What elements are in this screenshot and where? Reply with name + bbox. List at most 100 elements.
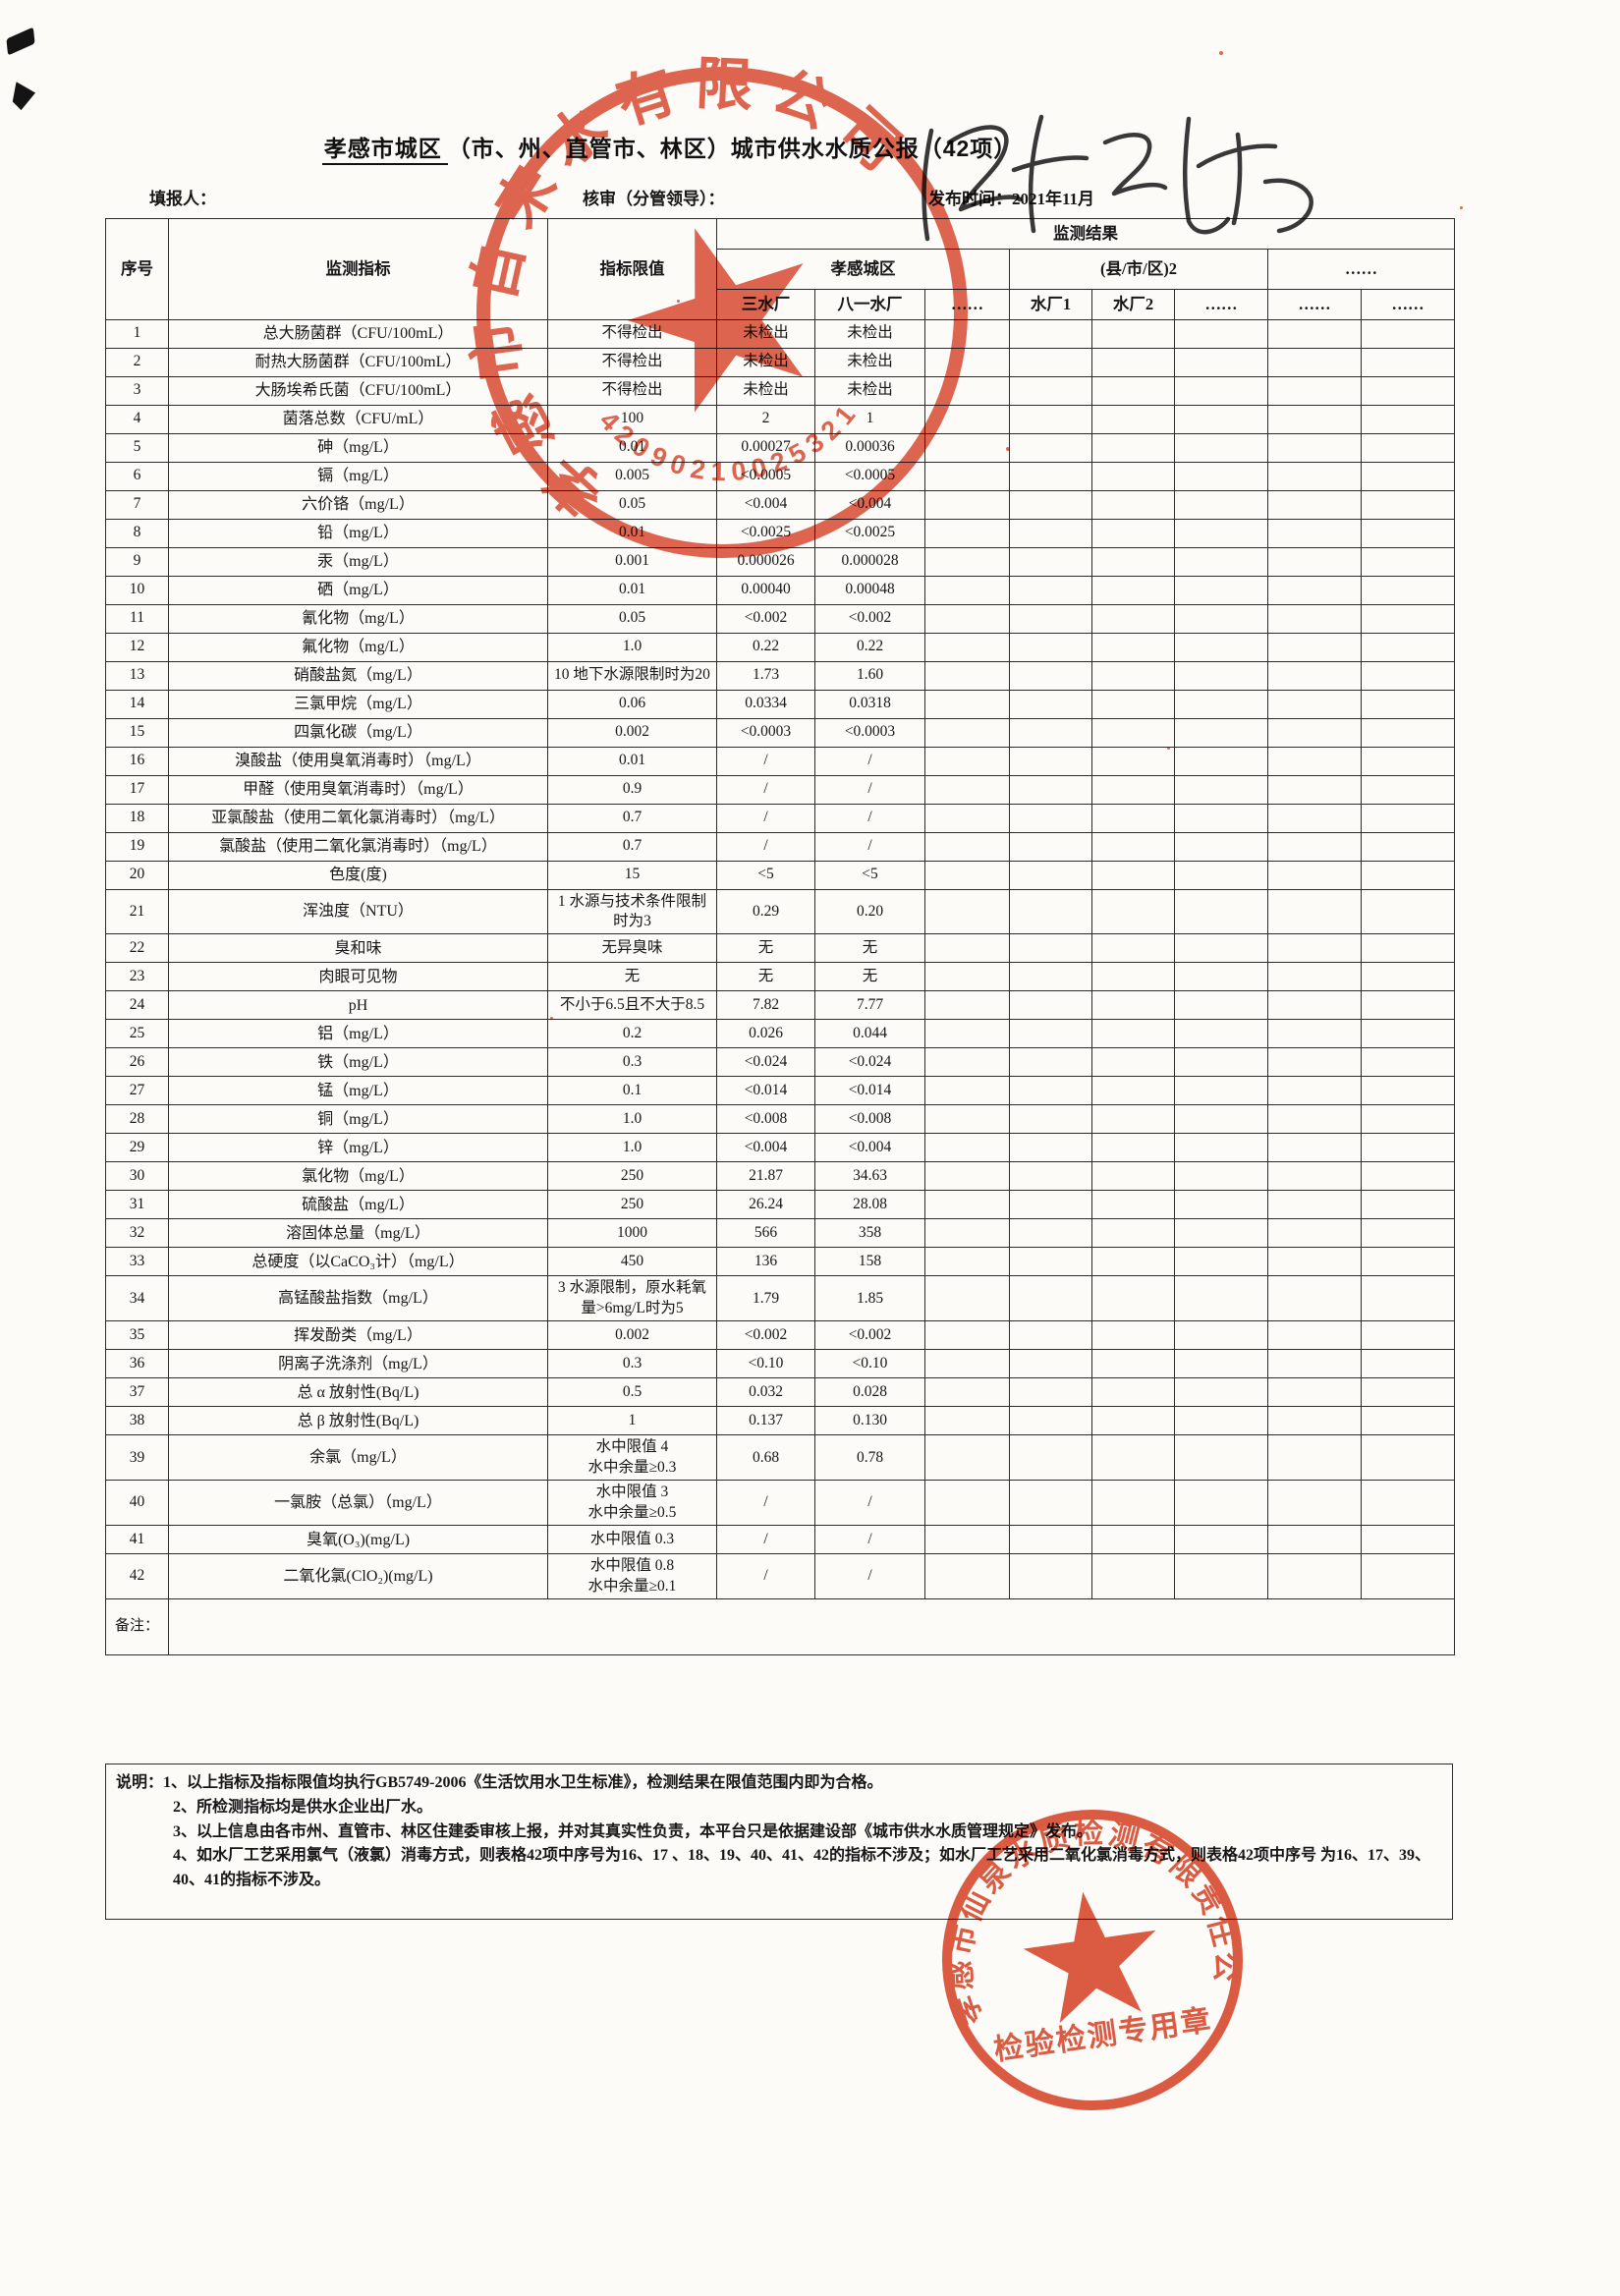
- empty-cell: [1174, 1377, 1268, 1408]
- row-number: 42: [105, 1553, 169, 1600]
- empty-cell: [924, 962, 1010, 992]
- empty-cell: [1361, 1047, 1455, 1078]
- limit-value: 450: [547, 1247, 717, 1277]
- indicator-name: 总 α 放射性(Bq/L): [168, 1377, 548, 1408]
- empty-cell: [1009, 1480, 1092, 1527]
- result-plant1: <0.002: [716, 603, 815, 634]
- limit-value: 0.01: [547, 432, 717, 463]
- empty-cell: [1009, 575, 1092, 605]
- empty-cell: [1267, 1349, 1362, 1379]
- indicator-name: 硫酸盐（mg/L）: [168, 1190, 548, 1220]
- result-plant1: 0.00027: [716, 432, 815, 463]
- indicator-name: 甲醛（使用臭氧消毒时）（mg/L）: [168, 774, 548, 805]
- empty-cell: [1091, 1480, 1175, 1527]
- empty-cell: [1174, 1247, 1268, 1277]
- empty-cell: [1267, 831, 1362, 862]
- empty-cell: [1091, 1349, 1175, 1379]
- note-line: 2、所检测指标均是供水企业出厂水。: [173, 1798, 433, 1816]
- empty-cell: [1267, 1275, 1362, 1322]
- row-number: 10: [105, 575, 169, 605]
- empty-cell: [1361, 1161, 1455, 1192]
- indicator-name: 铁（mg/L）: [168, 1047, 548, 1078]
- scan-speckle: [1460, 206, 1463, 209]
- empty-cell: [1361, 546, 1455, 577]
- empty-cell: [1361, 1275, 1455, 1322]
- filler-label: 填报人：: [149, 190, 216, 208]
- empty-cell: [924, 1161, 1010, 1192]
- row-number: 39: [105, 1434, 169, 1482]
- empty-cell: [1009, 1047, 1092, 1078]
- empty-cell: [1091, 375, 1175, 406]
- result-plant2: /: [814, 746, 925, 776]
- row-number: 1: [105, 318, 169, 349]
- table-row: 17 甲醛（使用臭氧消毒时）（mg/L） 0.9//: [105, 774, 1455, 805]
- empty-cell: [1361, 1349, 1455, 1379]
- empty-cell: [924, 546, 1010, 577]
- empty-cell: [1091, 1047, 1175, 1078]
- empty-cell: [1267, 1104, 1362, 1135]
- empty-cell: [1267, 603, 1362, 634]
- empty-cell: [1267, 1019, 1362, 1049]
- empty-cell: [924, 575, 1010, 605]
- empty-cell: [1009, 1019, 1092, 1049]
- empty-cell: [1174, 575, 1268, 605]
- row-number: 6: [105, 461, 169, 491]
- empty-cell: [1267, 1047, 1362, 1078]
- empty-cell: [1091, 774, 1175, 805]
- empty-cell: [1009, 1406, 1092, 1436]
- empty-cell: [1091, 1076, 1175, 1106]
- reviewer-signature: [922, 114, 1313, 242]
- empty-cell: [1174, 746, 1268, 776]
- empty-cell: [1174, 962, 1268, 992]
- empty-cell: [924, 746, 1010, 776]
- row-number: 3: [105, 375, 169, 406]
- result-plant1: /: [716, 1553, 815, 1600]
- table-row: 34 高锰酸盐指数（mg/L） 3 水源限制，原水耗氧量>6mg/L时为5 1.79 1…: [105, 1275, 1455, 1322]
- limit-value: 不得检出: [547, 318, 717, 349]
- empty-cell: [1009, 432, 1092, 463]
- empty-cell: [924, 1076, 1010, 1106]
- empty-cell: [1267, 1377, 1362, 1408]
- empty-cell: [1174, 888, 1268, 935]
- note-line: 说明：1、以上指标及指标限值均执行GB5749-2006《生活饮用水卫生标准》，…: [116, 1771, 1442, 1796]
- row-number: 20: [105, 860, 169, 890]
- scan-artifact: [9, 82, 37, 113]
- indicator-name: 亚氯酸盐（使用二氧化氯消毒时）（mg/L）: [168, 803, 548, 833]
- result-plant1: <0.002: [716, 1320, 815, 1351]
- empty-cell: [924, 774, 1010, 805]
- empty-cell: [1174, 546, 1268, 577]
- empty-cell: [924, 933, 1010, 964]
- indicator-name: 浑浊度（NTU）: [168, 888, 548, 935]
- empty-cell: [1267, 746, 1362, 776]
- table-row: 15 四氯化碳（mg/L） 0.002 <0.0003 <0.0003: [105, 717, 1455, 748]
- empty-cell: [1009, 803, 1092, 833]
- row-number: 29: [105, 1133, 169, 1163]
- result-plant1: 未检出: [716, 375, 815, 406]
- table-row: 1 总大肠菌群（CFU/100mL） 不得检出 未检出 未检出: [105, 318, 1455, 349]
- indicator-name: 氟化物（mg/L）: [168, 632, 548, 662]
- empty-cell: [1267, 318, 1362, 349]
- limit-value: 水中限值 0.3: [547, 1525, 717, 1555]
- note-1: 1、以上指标及指标限值均执行GB5749-2006《生活饮用水卫生标准》，检测结…: [163, 1774, 883, 1791]
- empty-cell: [1174, 1133, 1268, 1163]
- result-plant2: 未检出: [814, 375, 925, 406]
- empty-cell: [1009, 1133, 1092, 1163]
- row-number: 41: [105, 1525, 169, 1555]
- empty-cell: [1091, 1019, 1175, 1049]
- empty-cell: [1267, 489, 1362, 520]
- empty-cell: [1267, 774, 1362, 805]
- empty-cell: [1009, 1161, 1092, 1192]
- empty-cell: [1009, 1349, 1092, 1379]
- table-row: 35 挥发酚类（mg/L） 0.002 <0.002 <0.002: [105, 1320, 1455, 1351]
- table-row: 12 氟化物（mg/L） 1.0 0.22 0.22: [105, 632, 1455, 662]
- empty-cell: [1267, 1320, 1362, 1351]
- result-plant1: 未检出: [716, 347, 815, 377]
- subheader-plant-1: 三水厂: [716, 288, 815, 320]
- limit-value: 0.002: [547, 1320, 717, 1351]
- empty-cell: [924, 404, 1010, 434]
- result-plant2: 28.08: [814, 1190, 925, 1220]
- empty-cell: [1174, 518, 1268, 548]
- limit-value: 1.0: [547, 1133, 717, 1163]
- row-number: 40: [105, 1480, 169, 1527]
